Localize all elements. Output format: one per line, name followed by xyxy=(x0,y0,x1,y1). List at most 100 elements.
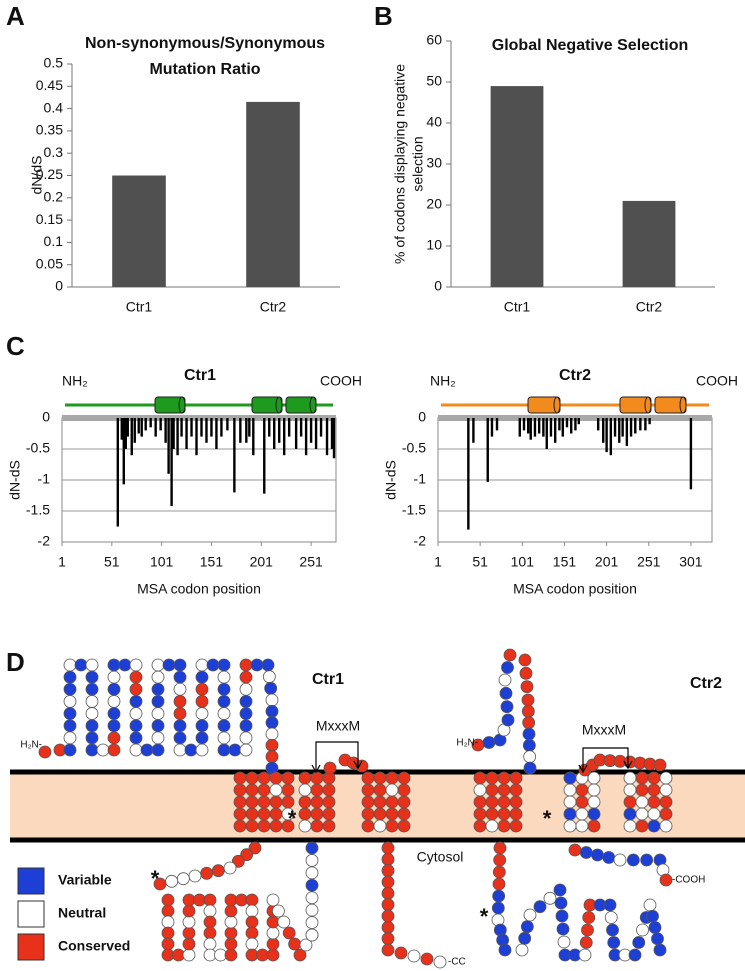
terminus-label: NH₂ xyxy=(62,373,88,389)
residue xyxy=(195,731,209,745)
residue xyxy=(161,915,175,929)
residue xyxy=(381,943,395,957)
y-tick-label: 0.15 xyxy=(36,211,63,227)
residue xyxy=(575,807,589,821)
y-tick-label: 60 xyxy=(426,32,442,48)
residue xyxy=(523,750,537,764)
residue xyxy=(310,795,324,809)
residue xyxy=(182,937,196,951)
residue xyxy=(635,819,649,833)
spike xyxy=(332,418,336,459)
residue xyxy=(107,743,121,757)
residue xyxy=(195,743,209,757)
x-tick-label: 51 xyxy=(472,554,488,570)
residue xyxy=(184,743,198,757)
residue xyxy=(659,795,673,809)
y-tick-label: 30 xyxy=(426,155,442,171)
y-tick-label: 0 xyxy=(434,278,442,294)
residue xyxy=(107,707,121,720)
spike xyxy=(137,418,140,434)
residue xyxy=(373,819,387,833)
spike xyxy=(263,418,266,494)
residue xyxy=(385,795,399,809)
spike xyxy=(609,418,613,456)
residue xyxy=(509,795,523,809)
residue xyxy=(298,783,312,797)
residue xyxy=(217,707,231,720)
spike xyxy=(472,418,475,443)
residue xyxy=(498,943,512,957)
spike xyxy=(467,418,470,530)
residue xyxy=(195,719,209,733)
spike xyxy=(190,418,193,437)
spike xyxy=(239,418,242,443)
residue xyxy=(381,875,395,889)
residue xyxy=(563,795,577,809)
residue xyxy=(257,771,271,785)
residue xyxy=(266,926,280,940)
spike xyxy=(522,418,526,431)
residue xyxy=(485,771,499,785)
residue xyxy=(265,750,279,764)
residue xyxy=(239,695,253,708)
spike xyxy=(205,418,208,443)
residue xyxy=(381,864,395,878)
residue xyxy=(282,926,296,940)
asterisk: * xyxy=(480,904,489,929)
residue xyxy=(245,915,259,929)
residue xyxy=(200,866,214,880)
residue xyxy=(299,938,313,952)
residue xyxy=(623,771,637,785)
residue xyxy=(151,682,165,696)
residue xyxy=(659,819,673,833)
panel-label: B xyxy=(374,1,393,31)
spike xyxy=(170,418,173,507)
protein-name: Ctr1 xyxy=(312,671,344,688)
helix-cap xyxy=(644,396,652,414)
spike xyxy=(325,418,329,456)
residue xyxy=(161,937,175,951)
residue xyxy=(203,915,217,929)
spike xyxy=(309,418,313,443)
residue xyxy=(381,909,395,923)
residue xyxy=(635,771,649,785)
zero-band xyxy=(62,415,336,421)
n-terminus: H₂N- xyxy=(456,738,478,749)
residue xyxy=(245,893,259,907)
bar xyxy=(622,200,676,287)
residue xyxy=(85,670,99,684)
spike xyxy=(159,418,162,431)
bar xyxy=(490,86,544,287)
helix-cap xyxy=(275,396,283,414)
residue xyxy=(563,771,577,785)
residue xyxy=(305,878,319,892)
residue xyxy=(581,923,594,937)
residue xyxy=(266,948,280,962)
chart-title: Mutation Ratio xyxy=(149,61,260,78)
residue xyxy=(557,935,571,949)
residue xyxy=(361,807,375,821)
residue xyxy=(239,731,253,745)
residue xyxy=(224,904,238,918)
spike xyxy=(116,418,119,527)
residue xyxy=(85,743,99,757)
spike xyxy=(299,418,303,437)
c-terminus: -COOH xyxy=(672,875,705,886)
residue xyxy=(575,783,589,797)
residue xyxy=(310,807,324,821)
motif-label: MxxxM xyxy=(582,722,626,738)
terminus-label: COOH xyxy=(320,373,362,389)
residue xyxy=(223,861,237,875)
residue xyxy=(385,771,399,785)
residue xyxy=(153,877,167,891)
legend-label: Neutral xyxy=(58,905,106,921)
residue xyxy=(305,891,319,905)
residue xyxy=(265,704,279,718)
residue xyxy=(646,909,659,923)
residue xyxy=(269,819,283,833)
residue xyxy=(233,783,247,797)
residue xyxy=(473,807,487,821)
residue xyxy=(74,658,88,672)
y-tick-label: -1 xyxy=(38,471,51,487)
residue xyxy=(575,819,589,833)
